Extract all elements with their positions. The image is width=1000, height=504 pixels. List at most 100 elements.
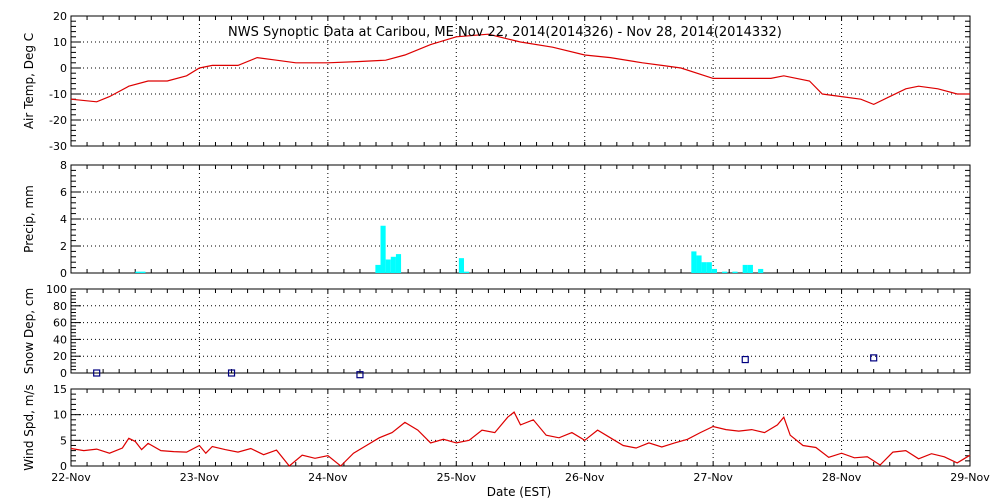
- x-tick-label: 27-Nov: [693, 471, 733, 484]
- airtemp-data-point: [712, 77, 715, 80]
- airtemp-series-line: [70, 33, 970, 106]
- precip-bar: [696, 255, 702, 273]
- windspd-data-point: [262, 453, 265, 456]
- windspd-y-axis-label: Wind Spd, m/s: [22, 384, 36, 470]
- precip-bar: [140, 271, 146, 273]
- windspd-data-point: [712, 425, 715, 428]
- airtemp-data-point: [641, 61, 644, 64]
- windspd-data-point: [866, 455, 869, 458]
- airtemp-data-point: [256, 56, 259, 59]
- precip-bar: [458, 258, 464, 273]
- windspd-data-point: [455, 442, 458, 445]
- precip-bar: [395, 254, 402, 273]
- snowdep-y-tick-label: 80: [53, 300, 67, 313]
- windspd-data-point: [853, 456, 856, 459]
- airtemp-y-tick-label: 10: [53, 36, 67, 49]
- windspd-data-point: [802, 444, 805, 447]
- snowdep-y-tick-label: 40: [53, 333, 67, 346]
- chart-title: NWS Synoptic Data at Caribou, ME Nov 22,…: [228, 25, 782, 40]
- snowdep-y-tick-label: 20: [53, 350, 67, 363]
- precip-bar: [742, 264, 748, 273]
- precip-y-tick-label: 0: [60, 267, 67, 280]
- precip-bar: [706, 262, 712, 273]
- windspd-data-point: [737, 430, 740, 433]
- airtemp-data-point: [808, 80, 811, 83]
- windspd-data-point: [570, 431, 573, 434]
- airtemp-data-point: [904, 87, 907, 90]
- windspd-data-point: [391, 431, 394, 434]
- windspd-data-point: [725, 428, 728, 431]
- airtemp-data-point: [198, 67, 201, 70]
- windspd-data-point: [147, 442, 150, 445]
- windspd-data-point: [198, 444, 201, 447]
- snowdep-marker: [741, 355, 749, 364]
- precip-y-axis-label: Precip, mm: [22, 185, 36, 253]
- x-tick-label: 22-Nov: [51, 471, 91, 484]
- precip-bar: [463, 271, 470, 273]
- windspd-data-point: [172, 450, 175, 453]
- airtemp-data-point: [770, 77, 773, 80]
- airtemp-data-point: [782, 74, 785, 77]
- airtemp-data-point: [859, 98, 862, 101]
- airtemp-y-axis-label: Air Temp, Deg C: [22, 33, 36, 129]
- windspd-data-point: [468, 439, 471, 442]
- windspd-data-point: [70, 447, 73, 450]
- windspd-data-point: [140, 448, 143, 451]
- windspd-data-point: [127, 437, 130, 440]
- windspd-data-point: [314, 457, 317, 460]
- windspd-data-point: [404, 421, 407, 424]
- precip-bar: [380, 225, 386, 273]
- airtemp-data-point: [326, 61, 329, 64]
- windspd-data-point: [545, 434, 548, 437]
- precip-bar: [711, 268, 717, 273]
- airtemp-y-tick-label: -30: [49, 140, 67, 153]
- airtemp-data-point: [936, 87, 939, 90]
- airtemp-data-point: [70, 98, 73, 101]
- airtemp-y-tick-label: -20: [49, 114, 67, 127]
- precip-y-tick-label: 2: [60, 240, 67, 253]
- windspd-data-point: [204, 452, 207, 455]
- windspd-data-point: [776, 424, 779, 427]
- windspd-data-point: [121, 447, 124, 450]
- windspd-data-point: [635, 447, 638, 450]
- airtemp-data-point: [519, 41, 522, 44]
- x-tick-label: 28-Nov: [822, 471, 862, 484]
- windspd-data-point: [827, 456, 830, 459]
- windspd-data-point: [930, 452, 933, 455]
- windspd-data-point: [519, 424, 522, 427]
- airtemp-data-point: [969, 93, 972, 96]
- airtemp-y-tick-label: 0: [60, 62, 67, 75]
- windspd-data-point: [506, 416, 509, 419]
- windspd-data-point: [160, 449, 163, 452]
- airtemp-data-point: [384, 59, 387, 62]
- windspd-data-point: [301, 454, 304, 457]
- windspd-data-point: [763, 431, 766, 434]
- x-axis-label: Date (EST): [487, 485, 551, 499]
- windspd-data-point: [904, 449, 907, 452]
- precip-bar: [691, 251, 697, 273]
- x-tick-label: 26-Nov: [565, 471, 605, 484]
- precip-bar: [135, 271, 141, 273]
- airtemp-data-point: [583, 54, 586, 57]
- windspd-data-point: [917, 457, 920, 460]
- snowdep-frame: [70, 288, 971, 374]
- snowdep-marker: [93, 369, 101, 377]
- airtemp-data-point: [872, 103, 875, 106]
- windspd-data-point: [326, 454, 329, 457]
- windspd-data-point: [275, 449, 278, 452]
- windspd-data-point: [699, 431, 702, 434]
- airtemp-data-point: [211, 64, 214, 67]
- windspd-data-point: [82, 449, 85, 452]
- windspd-data-point: [481, 429, 484, 432]
- airtemp-data-point: [185, 74, 188, 77]
- airtemp-data-point: [429, 43, 432, 46]
- panels-layer: -30 -20 -10 0 10 20 Air Temp, Deg C 0 2 4 6 8 Precip…: [22, 10, 971, 473]
- airtemp-y-tick-label: -10: [49, 88, 67, 101]
- windspd-data-point: [789, 434, 792, 437]
- airtemp-data-point: [294, 61, 297, 64]
- airtemp-data-point: [956, 93, 959, 96]
- windspd-data-point: [609, 436, 612, 439]
- windspd-data-point: [365, 444, 368, 447]
